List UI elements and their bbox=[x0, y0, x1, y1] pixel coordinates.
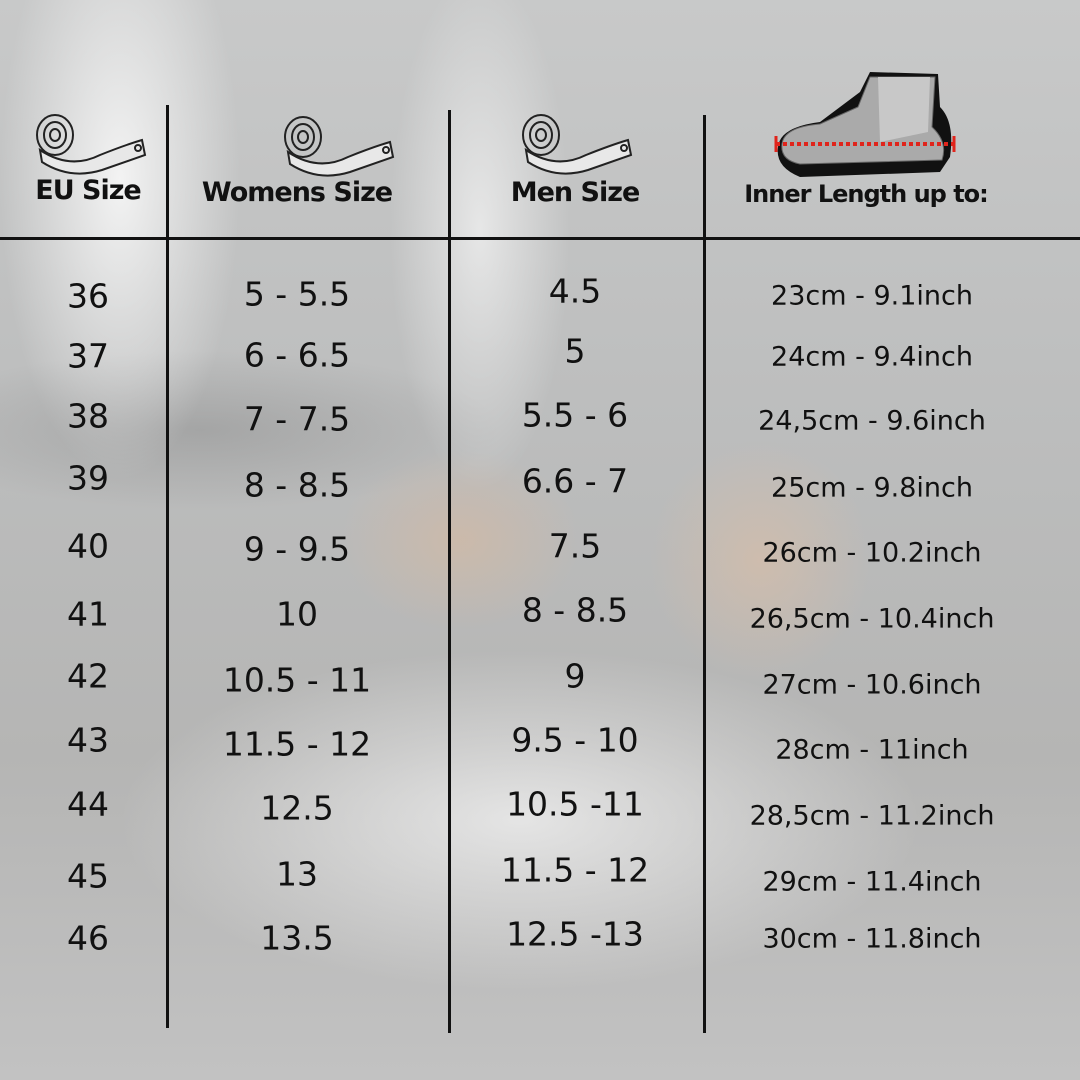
column-divider bbox=[448, 110, 451, 1033]
cell-eu: 37 bbox=[67, 336, 109, 376]
cell-womens: 11.5 - 12 bbox=[222, 724, 372, 764]
cell-eu: 39 bbox=[67, 458, 109, 498]
cell-inner: 25cm - 9.8inch bbox=[771, 472, 973, 504]
cell-inner: 24cm - 9.4inch bbox=[771, 341, 973, 373]
cell-men: 5.5 - 6 bbox=[521, 395, 629, 435]
tape-measure-icon bbox=[284, 116, 395, 177]
cell-inner: 26,5cm - 10.4inch bbox=[749, 603, 995, 635]
foot-in-shoe-icon bbox=[774, 72, 956, 177]
cell-eu: 42 bbox=[67, 656, 109, 696]
cell-men: 9 bbox=[564, 656, 586, 696]
cell-men: 4.5 bbox=[548, 271, 602, 311]
tape-measure-icon bbox=[36, 114, 147, 175]
cell-eu: 46 bbox=[67, 918, 109, 958]
cell-men: 11.5 - 12 bbox=[500, 850, 650, 890]
cell-womens: 7 - 7.5 bbox=[243, 399, 351, 439]
cell-womens: 10 bbox=[276, 594, 318, 634]
cell-eu: 40 bbox=[67, 526, 109, 566]
cell-eu: 43 bbox=[67, 720, 109, 760]
column-divider bbox=[703, 115, 706, 1033]
cell-men: 8 - 8.5 bbox=[521, 590, 629, 630]
cell-inner: 27cm - 10.6inch bbox=[762, 669, 982, 701]
cell-womens: 10.5 - 11 bbox=[222, 660, 372, 700]
cell-inner: 29cm - 11.4inch bbox=[762, 866, 982, 898]
cell-eu: 44 bbox=[67, 784, 109, 824]
tape-measure-icon bbox=[522, 114, 633, 175]
cell-womens: 9 - 9.5 bbox=[243, 529, 351, 569]
cell-eu: 36 bbox=[67, 276, 109, 316]
cell-womens: 6 - 6.5 bbox=[243, 335, 351, 375]
cell-eu: 38 bbox=[67, 396, 109, 436]
cell-men: 7.5 bbox=[548, 526, 602, 566]
cell-men: 10.5 -11 bbox=[506, 784, 644, 824]
cell-womens: 13 bbox=[276, 854, 318, 894]
cell-inner: 28,5cm - 11.2inch bbox=[749, 800, 995, 832]
cell-men: 5 bbox=[564, 331, 586, 371]
cell-inner: 30cm - 11.8inch bbox=[762, 923, 982, 955]
cell-womens: 5 - 5.5 bbox=[243, 274, 351, 314]
cell-womens: 13.5 bbox=[260, 918, 334, 958]
header-eu-size: EU Size bbox=[35, 175, 141, 206]
cell-men: 12.5 -13 bbox=[506, 914, 644, 954]
cell-men: 6.6 - 7 bbox=[521, 461, 629, 501]
cell-inner: 26cm - 10.2inch bbox=[762, 537, 982, 569]
cell-inner: 23cm - 9.1inch bbox=[771, 280, 973, 312]
header-inner-length: Inner Length up to: bbox=[744, 180, 988, 208]
header-divider bbox=[0, 237, 1080, 240]
cell-inner: 28cm - 11inch bbox=[775, 734, 969, 766]
header-womens-size: Womens Size bbox=[201, 177, 393, 208]
header-men-size: Men Size bbox=[510, 177, 641, 208]
cell-eu: 45 bbox=[67, 856, 109, 896]
cell-inner: 24,5cm - 9.6inch bbox=[758, 405, 986, 437]
cell-men: 9.5 - 10 bbox=[511, 720, 639, 760]
cell-womens: 12.5 bbox=[260, 788, 334, 828]
cell-eu: 41 bbox=[67, 594, 109, 634]
column-divider bbox=[166, 105, 169, 1028]
cell-womens: 8 - 8.5 bbox=[243, 465, 351, 505]
